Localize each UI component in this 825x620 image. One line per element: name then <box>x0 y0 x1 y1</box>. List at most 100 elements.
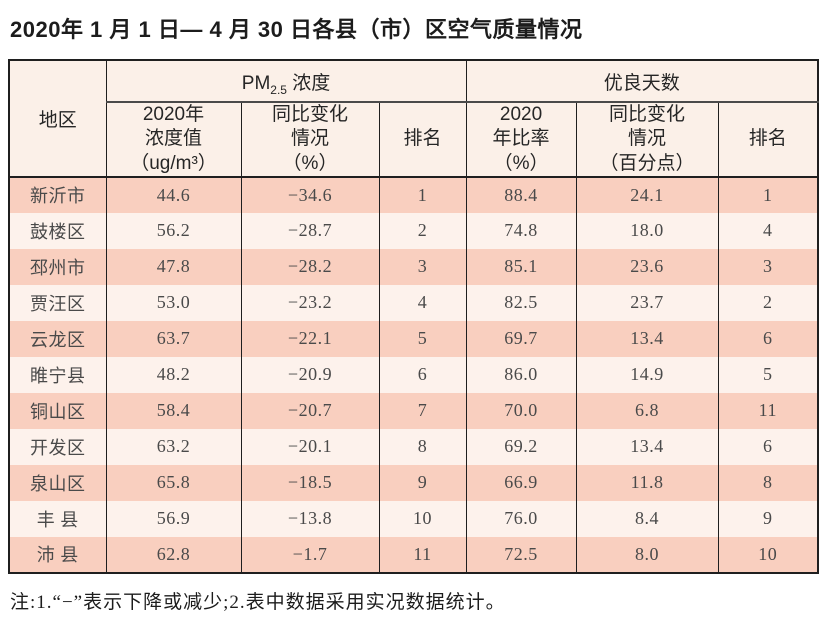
header-line: 同比变化 <box>271 104 348 125</box>
rate-rank-cell: 11 <box>717 392 819 429</box>
pm-value-cell: 65.8 <box>105 464 242 501</box>
rate-rank-cell: 8 <box>717 464 819 501</box>
table-row: 云龙区 63.7 −22.1 5 69.7 13.4 6 <box>8 320 819 357</box>
page-title: 2020年 1 月 1 日— 4 月 30 日各县（市）区空气质量情况 <box>10 17 583 42</box>
pm-value-cell: 62.8 <box>105 536 242 573</box>
rate-cell: 69.2 <box>465 428 577 465</box>
rate-cell: 69.7 <box>465 320 577 357</box>
pm-rank-cell: 2 <box>378 212 467 249</box>
pm-rank-cell: 4 <box>378 284 467 321</box>
column-group-pm25: PM2.5 浓度 <box>105 60 467 103</box>
pm-rank-cell: 3 <box>378 248 467 285</box>
pm-value-cell: 56.9 <box>105 500 242 537</box>
pm-change-cell: −23.2 <box>240 284 380 321</box>
table-row: 丰 县 56.9 −13.8 10 76.0 8.4 9 <box>8 500 819 537</box>
rate-cell: 88.4 <box>465 176 577 213</box>
rate-change-cell: 18.0 <box>575 212 719 249</box>
header-line: 浓度值 <box>144 128 202 150</box>
pm-change-cell: −20.1 <box>240 428 380 465</box>
table-row: 新沂市 44.6 −34.6 1 88.4 24.1 1 <box>8 176 819 213</box>
pm-value-cell: 53.0 <box>105 284 242 321</box>
table-row: 邳州市 47.8 −28.2 3 85.1 23.6 3 <box>8 248 819 285</box>
rate-rank-cell: 2 <box>717 284 819 321</box>
column-header-region: 地区 <box>8 60 107 178</box>
column-header-pm-value: 2020年 浓度值 （ug/m³） <box>105 102 242 178</box>
column-group-good-days: 优良天数 <box>465 60 819 103</box>
pm-value-cell: 63.7 <box>105 320 242 357</box>
region-cell: 云龙区 <box>8 320 107 357</box>
pm-change-cell: −20.9 <box>240 356 380 393</box>
header-line: 年比率 <box>492 128 550 150</box>
rate-rank-cell: 4 <box>717 212 819 249</box>
rate-change-cell: 11.8 <box>575 464 719 501</box>
pm-change-cell: −18.5 <box>240 464 380 501</box>
rate-rank-cell: 9 <box>717 500 819 537</box>
rate-cell: 70.0 <box>465 392 577 429</box>
table-row: 睢宁县 48.2 −20.9 6 86.0 14.9 5 <box>8 356 819 393</box>
pm-change-cell: −22.1 <box>240 320 380 357</box>
pm-rank-cell: 9 <box>378 464 467 501</box>
column-header-rate-change: 同比变化 情况 （百分点） <box>575 102 719 178</box>
pm25-prefix: PM <box>241 72 271 94</box>
rate-rank-cell: 6 <box>717 320 819 357</box>
pm-change-cell: −34.6 <box>240 176 380 213</box>
region-cell: 邳州市 <box>8 248 107 285</box>
pm-value-cell: 63.2 <box>105 428 242 465</box>
rate-rank-cell: 5 <box>717 356 819 393</box>
rate-cell: 85.1 <box>465 248 577 285</box>
header-line: 2020 <box>499 104 543 125</box>
region-cell: 睢宁县 <box>8 356 107 393</box>
pm-rank-cell: 7 <box>378 392 467 429</box>
header-line: 2020年 <box>142 104 205 125</box>
header-line: 情况 <box>290 128 329 150</box>
pm-rank-cell: 11 <box>378 536 467 573</box>
table-row: 铜山区 58.4 −20.7 7 70.0 6.8 11 <box>8 392 819 429</box>
air-quality-table: 地区 PM2.5 浓度 优良天数 2020年 浓度值 （ug/m³） 同比变化 … <box>8 59 820 574</box>
pm25-subscript: 2.5 <box>270 82 287 97</box>
pm-change-cell: −20.7 <box>240 392 380 429</box>
region-cell: 丰 县 <box>8 500 107 537</box>
pm-value-cell: 58.4 <box>105 392 242 429</box>
header-line: （ug/m³） <box>130 152 217 174</box>
header-sub-row: 2020年 浓度值 （ug/m³） 同比变化 情况 （%） 排名 2020 年比… <box>9 102 819 178</box>
pm-rank-cell: 5 <box>378 320 467 357</box>
rate-change-cell: 13.4 <box>575 320 719 357</box>
column-header-pm-rank: 排名 <box>378 102 467 178</box>
rate-cell: 86.0 <box>465 356 577 393</box>
rate-cell: 72.5 <box>465 536 577 573</box>
column-header-rate-rank: 排名 <box>717 102 819 178</box>
footnote: 注:1.“−”表示下降或减少;2.表中数据采用实况数据统计。 <box>10 591 506 613</box>
table-row: 开发区 63.2 −20.1 8 69.2 13.4 6 <box>8 428 819 465</box>
rate-change-cell: 13.4 <box>575 428 719 465</box>
rate-rank-cell: 3 <box>717 248 819 285</box>
column-header-rate: 2020 年比率 （%） <box>465 102 577 178</box>
region-cell: 鼓楼区 <box>8 212 107 249</box>
region-cell: 贾汪区 <box>8 284 107 321</box>
table-body: 新沂市 44.6 −34.6 1 88.4 24.1 1 鼓楼区 56.2 −28.7 2 74.8 1… <box>8 176 819 573</box>
header-line: （%） <box>493 152 549 174</box>
pm-value-cell: 56.2 <box>105 212 242 249</box>
region-cell: 新沂市 <box>8 176 107 213</box>
rate-change-cell: 23.7 <box>575 284 719 321</box>
pm25-suffix: 浓度 <box>286 72 331 94</box>
pm-change-cell: −1.7 <box>240 536 380 573</box>
region-cell: 铜山区 <box>8 392 107 429</box>
rate-rank-cell: 6 <box>717 428 819 465</box>
table-row: 沛 县 62.8 −1.7 11 72.5 8.0 10 <box>8 536 819 573</box>
header-line: 同比变化 <box>609 104 686 125</box>
table-row: 贾汪区 53.0 −23.2 4 82.5 23.7 2 <box>8 284 819 321</box>
rate-cell: 74.8 <box>465 212 577 249</box>
pm-change-cell: −28.7 <box>240 212 380 249</box>
pm-rank-cell: 1 <box>378 176 467 213</box>
rate-change-cell: 8.4 <box>575 500 719 537</box>
pm-value-cell: 47.8 <box>105 248 242 285</box>
pm-change-cell: −28.2 <box>240 248 380 285</box>
rate-change-cell: 6.8 <box>575 392 719 429</box>
header-line: 情况 <box>628 128 667 150</box>
region-cell: 泉山区 <box>8 464 107 501</box>
rate-cell: 82.5 <box>465 284 577 321</box>
column-header-pm-change: 同比变化 情况 （%） <box>240 102 380 178</box>
rate-rank-cell: 10 <box>717 536 819 573</box>
region-cell: 开发区 <box>8 428 107 465</box>
